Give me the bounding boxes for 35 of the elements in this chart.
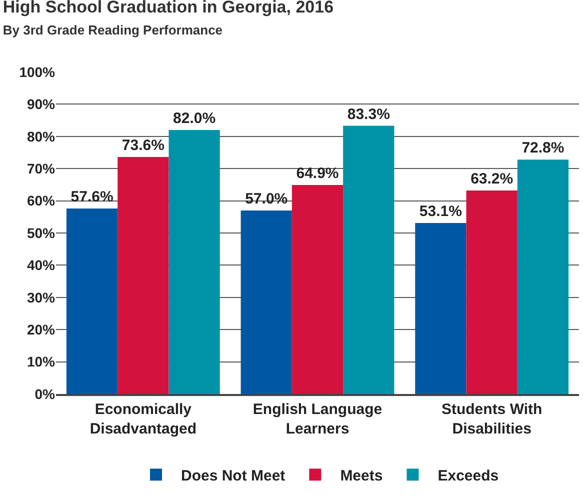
x-tick-label: English Language Learners <box>252 401 382 438</box>
y-tick-label: 80% <box>26 128 56 144</box>
legend-label: Meets <box>340 468 383 484</box>
bar <box>118 157 169 394</box>
bar <box>240 210 292 394</box>
y-tick-label: 40% <box>26 257 56 274</box>
bar <box>466 190 518 394</box>
y-tick-label: 50% <box>26 224 56 241</box>
bar <box>66 208 118 394</box>
data-label: 82.0% <box>173 110 216 127</box>
data-label: 53.1% <box>419 203 462 220</box>
x-tick-label: Economically Disadvantaged <box>90 401 197 438</box>
data-label: 63.2% <box>470 170 514 188</box>
bar <box>517 160 569 394</box>
data-label: 73.6% <box>122 137 164 154</box>
chart-subtitle: By 3rd Grade Reading Performance <box>2 22 223 38</box>
legend-label: Exceeds <box>438 468 499 484</box>
bar <box>343 126 394 394</box>
x-tick-label: Students With Disabilities <box>441 401 542 438</box>
y-tick-label: 10% <box>26 354 56 370</box>
y-tick-label: 0% <box>34 386 56 402</box>
data-label: 72.8% <box>522 140 564 157</box>
y-tick-label: 90% <box>26 96 56 112</box>
y-tick-label: 60% <box>26 192 56 209</box>
y-tick-label: 100% <box>19 64 56 80</box>
y-tick-label: 70% <box>26 160 56 176</box>
bar <box>415 223 466 394</box>
data-label: 83.3% <box>347 106 390 123</box>
bar <box>168 130 220 394</box>
chart-title: High School Graduation in Georgia, 2016 <box>2 0 334 16</box>
y-tick-label: 20% <box>26 322 56 338</box>
data-label: 64.9% <box>296 165 339 182</box>
legend-label: Does Not Meet <box>181 468 286 484</box>
bar <box>292 185 344 394</box>
y-tick-label: 30% <box>26 289 56 306</box>
